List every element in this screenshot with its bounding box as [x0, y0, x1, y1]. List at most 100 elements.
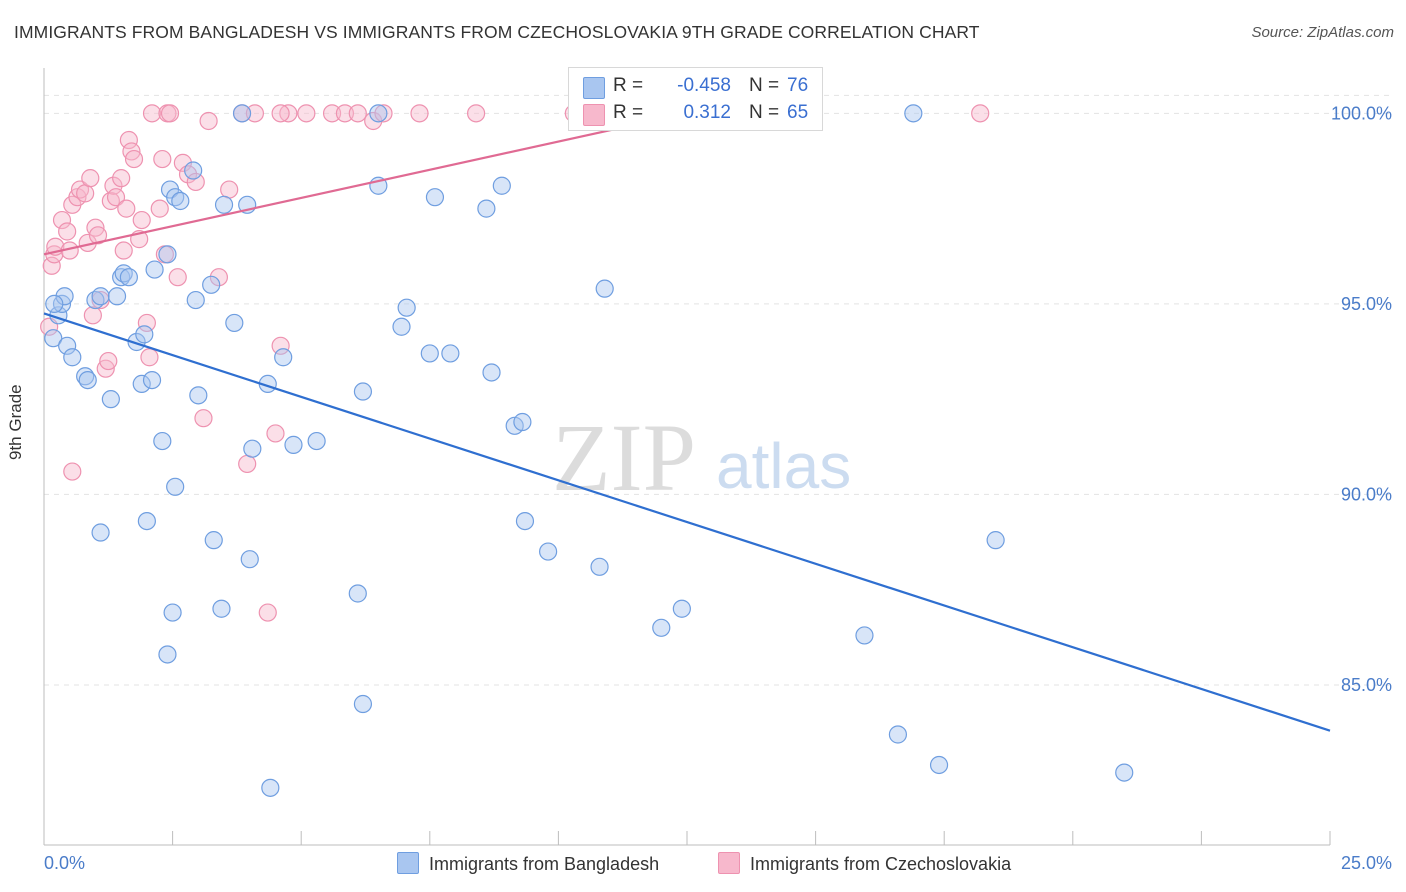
legend-item-bangladesh: Immigrants from Bangladesh [397, 852, 659, 875]
czechoslovakia-point [186, 172, 205, 192]
czechoslovakia-point [199, 111, 218, 131]
legend-r-value: 0.312 [683, 102, 731, 123]
bangladesh-point [158, 245, 177, 264]
bangladesh-point [232, 104, 252, 123]
czechoslovakia-point [466, 104, 486, 123]
grid-lines [44, 94, 1390, 686]
czechoslovakia-point [104, 176, 123, 195]
x-tick-labels: 0.0% 25.0% [44, 853, 1392, 873]
bangladesh-point [274, 348, 293, 367]
bangladesh-point [78, 370, 97, 390]
bangladesh-point [163, 603, 182, 622]
bangladesh-point [145, 260, 164, 279]
legend-swatch-czechoslovakia [583, 104, 605, 126]
czechoslovakia-point [153, 149, 172, 169]
x-tick-label: 25.0% [1341, 853, 1392, 873]
watermark-zip: ZIP [552, 404, 696, 511]
legend-r-value: -0.458 [677, 75, 731, 96]
bangladesh-point [45, 294, 64, 313]
czechoslovakia-point [63, 462, 82, 481]
czechoslovakia-point [88, 226, 108, 245]
bangladesh-point [307, 431, 326, 451]
bangladesh-point [101, 390, 120, 409]
czechoslovakia-point [271, 104, 290, 123]
bangladesh-point [189, 386, 208, 405]
watermark: ZIP atlas [552, 404, 851, 511]
bangladesh-point [91, 287, 110, 306]
czechoslovakia-point [137, 313, 156, 333]
bangladesh-point [420, 344, 439, 363]
czechoslovakia-point [119, 130, 138, 150]
czechoslovakia-point [297, 104, 316, 123]
bangladesh-point [119, 268, 138, 287]
czechoslovakia-point [279, 104, 298, 123]
bangladesh-points [44, 104, 1134, 797]
czechoslovakia-point [220, 180, 239, 199]
bangladesh-point [184, 161, 203, 180]
bangladesh-point [652, 618, 671, 637]
bangladesh-point [904, 104, 923, 123]
czechoslovakia-point [322, 104, 342, 123]
bangladesh-point [107, 287, 127, 306]
chart-title: IMMIGRANTS FROM BANGLADESH VS IMMIGRANTS… [14, 22, 980, 42]
bangladesh-point [595, 279, 614, 298]
y-tick-label: 90.0% [1341, 484, 1392, 504]
bangladesh-point [392, 317, 411, 336]
bangladesh-point [369, 104, 388, 123]
bangladesh-point [397, 298, 416, 317]
bangladesh-point [353, 694, 373, 714]
bangladesh-point [240, 550, 259, 569]
bangladesh-point [243, 439, 262, 458]
bangladesh-point [441, 344, 460, 363]
legend-swatch-bangladesh [397, 852, 419, 874]
legend-n-label: N = [749, 102, 780, 123]
legend-n-value: 65 [787, 102, 809, 123]
czechoslovakia-point [209, 268, 228, 287]
bangladesh-point [202, 275, 221, 294]
bangladesh-point [539, 542, 558, 561]
y-tick-label: 100.0% [1331, 103, 1392, 123]
bangladesh-point [348, 584, 367, 603]
bangladesh-point [515, 511, 535, 531]
bangladesh-point [482, 363, 501, 382]
czechoslovakia-point [81, 169, 100, 188]
czechoslovakia-point [142, 104, 162, 123]
bangladesh-point [137, 511, 156, 531]
bangladesh-point [261, 778, 280, 797]
bangladesh-point [284, 435, 303, 454]
czechoslovakia-point [140, 348, 159, 367]
y-tick-label: 85.0% [1341, 675, 1392, 695]
legend-r-label: R = [613, 102, 644, 123]
czechoslovakia-point [124, 149, 144, 169]
legend-n-label: N = [749, 75, 780, 96]
czechoslovakia-point [42, 256, 61, 275]
bangladesh-point [63, 348, 82, 367]
bangladesh-point [186, 290, 205, 310]
bangladesh-point [225, 313, 244, 333]
bangladesh-point [590, 557, 609, 576]
source-label: Source: ZipAtlas.com [1251, 24, 1394, 41]
bangladesh-point [142, 370, 162, 390]
legend-label-bangladesh: Immigrants from Bangladesh [429, 854, 660, 874]
bangladesh-point [171, 191, 190, 211]
legend-swatch-czechoslovakia [718, 852, 740, 874]
legend-label-czechoslovakia: Immigrants from Czechoslovakia [750, 854, 1012, 874]
czechoslovakia-point [112, 169, 131, 188]
bangladesh-point [135, 325, 154, 344]
legend-item-czechoslovakia: Immigrants from Czechoslovakia [718, 852, 1011, 875]
legend-r-label: R = [613, 75, 644, 96]
czechoslovakia-point [132, 210, 151, 230]
bangladesh-point [166, 477, 185, 496]
bangladesh-point [204, 531, 223, 550]
czechoslovakia-point [271, 336, 290, 355]
czechoslovakia-point [114, 241, 133, 260]
czechoslovakia-point [150, 199, 169, 218]
czechoslovakia-point [238, 454, 257, 474]
y-tick-label: 95.0% [1341, 294, 1392, 314]
czechoslovakia-point [168, 268, 187, 287]
bangladesh-point [929, 755, 949, 775]
axes [43, 68, 1331, 846]
czechoslovakia-point [374, 104, 393, 123]
bangladesh-point [425, 188, 445, 207]
bangladesh-point [55, 287, 74, 306]
